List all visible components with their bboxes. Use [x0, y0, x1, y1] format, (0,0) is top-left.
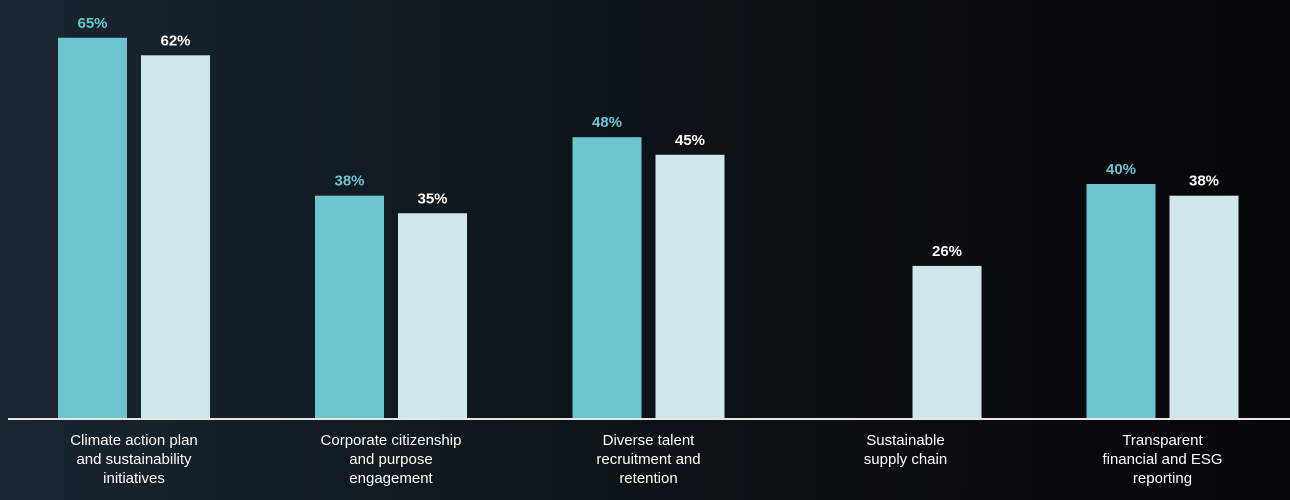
bar-series1-cat1	[58, 37, 127, 418]
data-label-series1-cat5: 40%	[1106, 161, 1136, 178]
data-label-series2-cat4: 26%	[932, 243, 962, 260]
category-labels-layer: Climate action plan and sustainability ini…	[70, 432, 1222, 487]
data-label-series2-cat5: 38%	[1189, 173, 1219, 190]
category-label-4: Sustainable supply chain	[864, 432, 947, 468]
category-label-line: and purpose	[349, 451, 432, 468]
category-label-line: Transparent	[1122, 432, 1203, 449]
category-label-line: Climate action plan	[70, 432, 198, 449]
category-label-line: and sustainability	[76, 451, 192, 468]
data-label-series1-cat2: 38%	[334, 173, 364, 190]
category-label-line: Sustainable	[866, 432, 944, 449]
category-label-2: Corporate citizenship and purpose engageme…	[321, 432, 462, 487]
category-label-line: Corporate citizenship	[321, 432, 462, 449]
bar-series1-cat2	[315, 195, 384, 418]
value-labels-layer: 65% 38% 48% 40% 62% 35% 45% 26% 38%	[77, 15, 1219, 260]
category-label-line: recruitment and	[596, 451, 700, 468]
category-label-line: Diverse talent	[603, 432, 696, 449]
data-label-series2-cat3: 45%	[675, 132, 705, 149]
category-label-line: reporting	[1133, 470, 1192, 487]
data-label-series1-cat1: 65%	[77, 15, 107, 32]
bar-series2-cat4	[912, 265, 982, 418]
bar-series1-cat5	[1086, 184, 1156, 418]
bars-layer	[58, 37, 1239, 419]
category-label-3: Diverse talent recruitment and retention	[596, 432, 700, 487]
bar-series2-cat3	[655, 154, 725, 418]
category-label-line: supply chain	[864, 451, 947, 468]
data-label-series1-cat3: 48%	[592, 114, 622, 131]
data-label-series2-cat2: 35%	[417, 190, 447, 207]
category-label-5: Transparent financial and ESG reporting	[1102, 432, 1222, 487]
bar-series2-cat2	[398, 213, 467, 418]
category-label-line: initiatives	[103, 470, 165, 487]
bar-series1-cat3	[572, 137, 642, 418]
category-label-line: engagement	[349, 470, 433, 487]
category-label-1: Climate action plan and sustainability ini…	[70, 432, 198, 487]
category-label-line: financial and ESG	[1102, 451, 1222, 468]
bar-series2-cat1	[141, 55, 210, 419]
data-label-series2-cat1: 62%	[160, 32, 190, 49]
category-label-line: retention	[619, 470, 677, 487]
bar-series2-cat5	[1169, 195, 1239, 418]
